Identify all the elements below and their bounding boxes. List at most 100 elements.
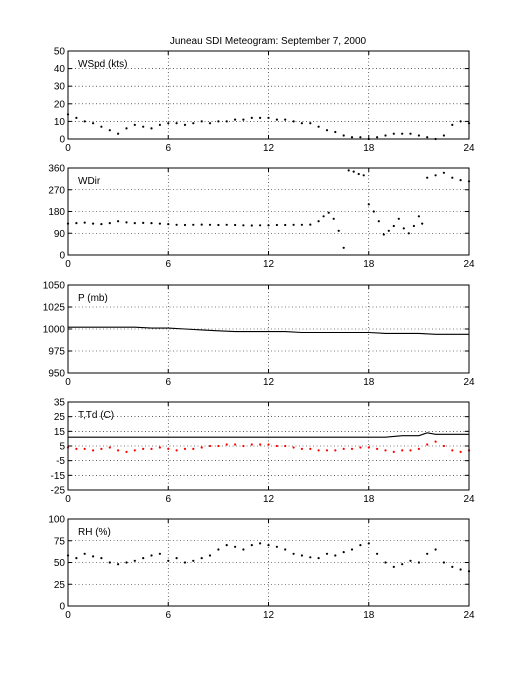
data-point (372, 210, 375, 213)
data-point (125, 221, 128, 224)
y-tick-label: 35 (54, 398, 66, 409)
x-tick-label: 0 (65, 494, 71, 505)
x-tick-label: 6 (165, 494, 171, 505)
x-tick-label: 6 (165, 377, 171, 388)
y-tick-label: 20 (54, 99, 66, 110)
data-point (225, 544, 228, 547)
data-point (75, 116, 78, 119)
data-point (167, 447, 170, 450)
x-tick-label: 0 (65, 377, 71, 388)
data-point (183, 223, 187, 227)
data-point (442, 444, 445, 448)
data-point (359, 446, 362, 449)
y-tick-label: -25 (51, 486, 66, 497)
x-tick-label: 18 (363, 494, 375, 505)
x-tick-label: 0 (65, 610, 71, 621)
x-tick-label: 24 (463, 377, 475, 388)
data-point (100, 447, 103, 450)
data-point (75, 557, 78, 560)
data-point (334, 449, 337, 452)
data-point (401, 563, 404, 566)
data-point (267, 116, 270, 119)
panel-label: P (mb) (78, 293, 108, 304)
data-point (325, 552, 329, 555)
data-point (234, 443, 237, 446)
y-tick-label: 30 (54, 82, 66, 93)
data-point (217, 548, 220, 551)
data-point (342, 447, 345, 450)
data-point (167, 122, 170, 125)
data-point (292, 120, 295, 123)
data-point (442, 134, 445, 137)
data-point (317, 220, 320, 223)
data-point (359, 136, 362, 139)
data-point (242, 118, 245, 121)
data-point (125, 450, 128, 453)
x-tick-label: 0 (65, 259, 71, 270)
data-point (100, 557, 103, 560)
data-point (92, 222, 95, 225)
data-point (367, 542, 370, 545)
y-tick-label: 1000 (43, 325, 66, 336)
data-point (217, 444, 220, 448)
data-point (367, 446, 370, 449)
x-tick-label: 6 (165, 610, 171, 621)
y-tick-label: 270 (48, 185, 65, 196)
data-point (225, 223, 228, 226)
data-point (83, 221, 86, 224)
data-point (347, 169, 350, 172)
data-point (183, 123, 187, 126)
data-point (412, 224, 415, 228)
data-point (158, 123, 161, 126)
data-point (417, 447, 420, 450)
data-point (183, 447, 187, 450)
data-point (325, 449, 329, 452)
data-point (426, 443, 429, 446)
data-point (417, 215, 420, 218)
data-point (200, 223, 203, 226)
data-point (459, 568, 462, 571)
data-point (192, 447, 195, 450)
data-point (409, 449, 412, 452)
data-point (384, 134, 387, 137)
data-point (100, 125, 103, 128)
data-point (442, 171, 445, 174)
x-tick-label: 24 (463, 259, 475, 270)
x-tick-label: 12 (263, 143, 275, 154)
data-point (83, 552, 86, 555)
x-tick-label: 12 (263, 377, 275, 388)
data-point (300, 223, 303, 226)
data-point (183, 561, 187, 564)
x-tick-label: 18 (363, 259, 375, 270)
y-tick-label: 15 (54, 427, 66, 438)
x-tick-label: 0 (65, 143, 71, 154)
data-point (459, 120, 462, 123)
data-point (117, 132, 120, 135)
data-point (407, 232, 410, 235)
data-point (267, 544, 270, 547)
y-tick-label: 1050 (43, 281, 66, 292)
y-tick-label: 950 (48, 369, 65, 380)
data-point (92, 122, 95, 125)
data-point (451, 565, 454, 569)
data-point (225, 120, 228, 123)
x-tick-label: 6 (165, 143, 171, 154)
y-tick-label: 360 (48, 164, 65, 175)
panel-wind-speed: 0 6 12 18 24 0 10 20 30 40 50 WSpd (kts) (54, 47, 475, 155)
x-tick-label: 12 (263, 610, 275, 621)
data-point (459, 179, 462, 182)
data-point (392, 565, 395, 569)
data-point (342, 551, 345, 554)
y-tick-label: 25 (54, 580, 66, 591)
data-point (83, 447, 86, 450)
y-tick-label: 0 (59, 135, 65, 146)
data-point (108, 561, 111, 564)
data-point (292, 446, 295, 449)
data-point (167, 559, 170, 562)
x-tick-label: 18 (363, 143, 375, 154)
panel-pressure: 0 6 12 18 24 950 975 1000 1025 1050 P (mb) (43, 281, 475, 389)
data-point (108, 222, 111, 225)
data-point (150, 554, 153, 557)
y-tick-label: 10 (54, 117, 66, 128)
